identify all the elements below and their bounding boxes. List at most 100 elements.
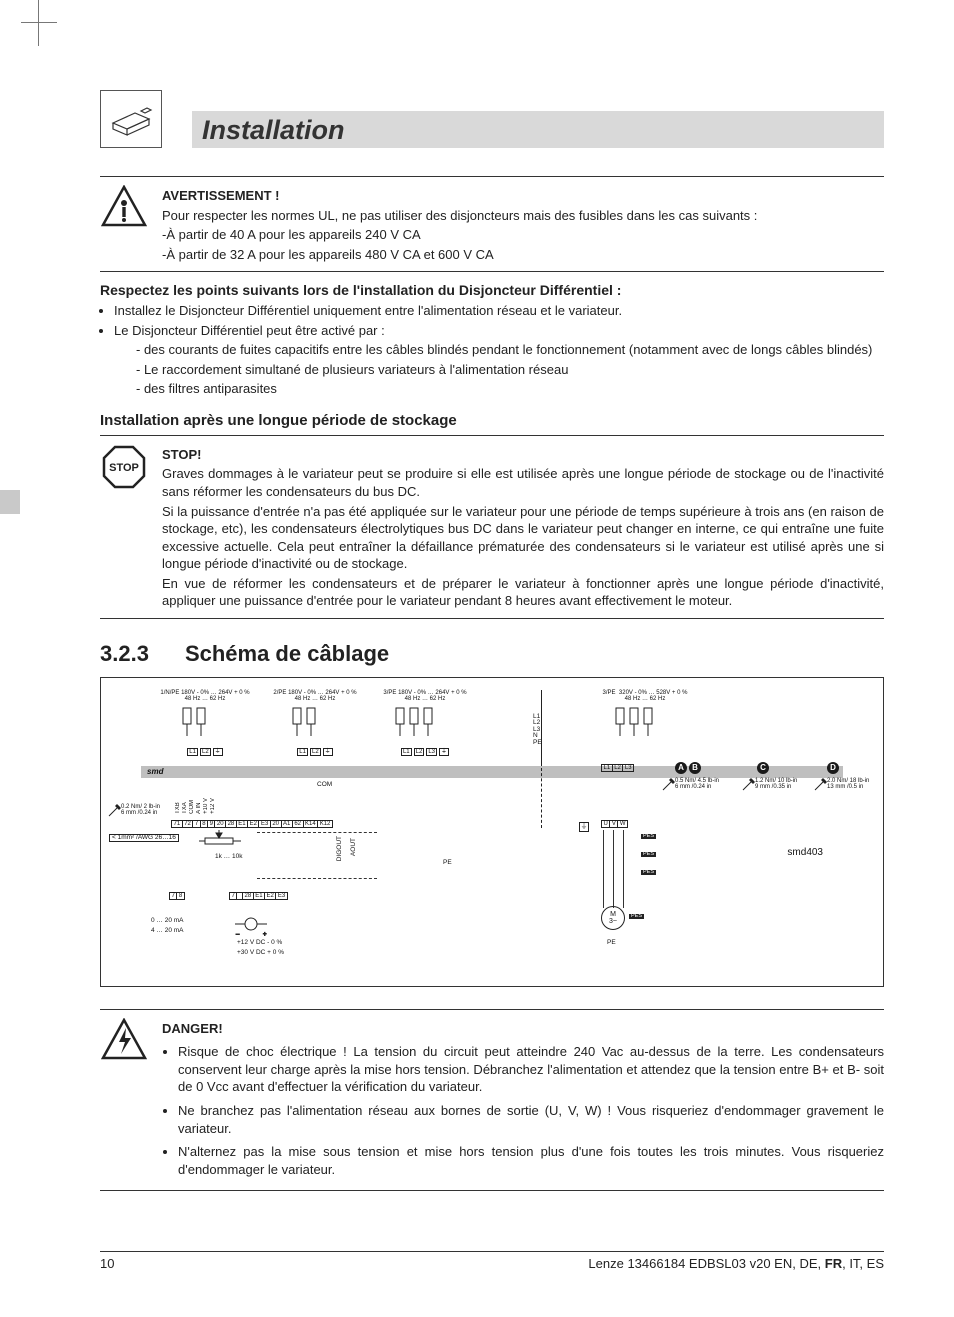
danger-list: Risque de choc électrique ! La tension d… [162, 1043, 884, 1178]
fuse-icon [175, 702, 235, 746]
footer-doc-text: Lenze 13466184 EDBSL03 v20 EN, DE, [588, 1256, 824, 1271]
mark-d: D [827, 762, 839, 774]
respect-item: Installez le Disjoncteur Différentiel un… [114, 302, 884, 320]
wiring-diagram: 1/N/PE 180V - 0% … 264V + 0 % 48 Hz … 62… [100, 677, 884, 987]
stop-p1: Graves dommages à le variateur peut se p… [162, 465, 884, 500]
danger-item: N'alternez pas la mise sous tension et m… [178, 1143, 884, 1178]
respect-list: Installez le Disjoncteur Différentiel un… [114, 302, 884, 398]
warning-icon [100, 185, 148, 265]
digout-label: DIGOUT [337, 836, 344, 861]
respect-item-text: Le Disjoncteur Différentiel peut être ac… [114, 323, 385, 338]
input-hd: 1/N/PE 180V - 0% … 264V + 0 % 48 Hz … 62… [155, 690, 255, 702]
tn: 28 [243, 893, 254, 899]
footer-doc: Lenze 13466184 EDBSL03 v20 EN, DE, FR, I… [588, 1256, 884, 1271]
dash [257, 878, 377, 879]
tn: E3 [276, 893, 286, 899]
mark-a: A [675, 762, 687, 774]
v2: +30 V DC + 0 % [237, 950, 284, 957]
fuse-icon [610, 702, 680, 746]
input-hd: 2/PE 180V - 0% … 264V + 0 % 48 Hz … 62 H… [265, 690, 365, 702]
footer-tail: , IT, ES [842, 1256, 884, 1271]
motor-symbol: M 3~ [601, 906, 625, 930]
com-label: COM [317, 782, 332, 789]
respect-subitem: des filtres antiparasites [136, 380, 884, 398]
smd403-label: smd403 [787, 848, 823, 858]
wire [623, 830, 624, 908]
respect-heading: Respectez les points suivants lors de l'… [100, 282, 884, 298]
torque-left-text: 0.2 Nm/ 2 lb-in 6 mm /0.24 in [121, 804, 160, 816]
term: L3 [623, 765, 633, 771]
awg-label: < 1mm² /AWG 26…16 [109, 834, 179, 843]
tn: U [602, 821, 610, 827]
torque-c: 1.2 Nm/ 10 lb-in 9 mm /0.35 in [741, 778, 819, 792]
tn: 9 [208, 821, 215, 827]
title-icon [100, 90, 162, 148]
stop-block: STOP STOP! Graves dommages à le variateu… [100, 444, 884, 612]
input-col-2: 2/PE 180V - 0% … 264V + 0 % 48 Hz … 62 H… [265, 690, 365, 756]
input-hd: 3/PE 320V - 0% … 528V + 0 % 48 Hz … 62 H… [585, 690, 705, 702]
tn: E2 [265, 893, 276, 899]
tn: 7 [193, 821, 200, 827]
respect-subitem: des courants de fuites capacitifs entre … [136, 341, 884, 359]
title-bar: Installation [192, 111, 884, 148]
stop-heading: STOP! [162, 446, 884, 464]
term: L2 [613, 765, 624, 771]
stop-p3: En vue de réformer les condensateurs et … [162, 575, 884, 610]
uvw-terms: U V W [601, 820, 628, 828]
stop-p2: Si la puissance d'entrée n'a pas été app… [162, 503, 884, 573]
footer-lang: FR [825, 1256, 842, 1271]
pes-label: PES [629, 914, 644, 920]
v1: +12 V DC - 0 % [237, 940, 282, 947]
tn: E1 [237, 821, 248, 827]
danger-heading: DANGER! [162, 1020, 884, 1038]
avert-heading: AVERTISSEMENT ! [162, 187, 884, 205]
term: L3 [426, 748, 437, 756]
torque-left: 0.2 Nm/ 2 lb-in 6 mm /0.24 in [107, 804, 171, 818]
term: L1 [401, 748, 412, 756]
tn: 72 [183, 821, 194, 827]
ma1: 0 … 20 mA [151, 918, 184, 925]
term-labels: TXB TXA COM A IN +10 V +12 V [175, 798, 216, 814]
smd-label: smd [147, 768, 163, 776]
torque-d: 2.0 Nm/ 18 lb-in 13 mm /0.5 in [813, 778, 884, 792]
term-label: TXA [182, 798, 188, 814]
tn: 8 [177, 893, 183, 899]
divider [100, 1009, 884, 1010]
tn: E3 [259, 821, 270, 827]
divider [100, 618, 884, 619]
sep [541, 690, 542, 766]
tn: 8 [201, 821, 208, 827]
screwdriver-icon [813, 778, 827, 792]
supply-icon: –+ [231, 914, 271, 938]
screwdriver-icon [661, 778, 675, 792]
term: L1 [187, 748, 198, 756]
pe-icon: ⏚ [439, 748, 449, 756]
section-3-2-3: 3.2.3 Schéma de câblage [100, 641, 884, 667]
respect-item: Le Disjoncteur Différentiel peut être ac… [114, 322, 884, 398]
section-title: Schéma de câblage [185, 641, 389, 667]
divider [100, 435, 884, 436]
pe-icon: ⏚ [323, 748, 333, 756]
pe-icon: ⏚ [579, 822, 589, 832]
term-label: A IN [196, 798, 202, 814]
tn: 7 [230, 893, 237, 899]
book-icon [107, 97, 155, 141]
respect-subitem: Le raccordement simultané de plusieurs v… [136, 361, 884, 379]
term-label: +10 V [203, 798, 209, 814]
footer: 10 Lenze 13466184 EDBSL03 v20 EN, DE, FR… [100, 1251, 884, 1271]
tn: 62 [293, 821, 304, 827]
pe-label: PE [607, 940, 616, 947]
ma2: 4 … 20 mA [151, 928, 184, 935]
tn: A1 [282, 821, 293, 827]
term: L2 [310, 748, 321, 756]
wire [603, 830, 604, 908]
sep [541, 768, 542, 828]
section-number: 3.2.3 [100, 641, 149, 667]
crop-mark [38, 0, 57, 46]
pes-label: PES [641, 852, 656, 858]
input-col-1: 1/N/PE 180V - 0% … 264V + 0 % 48 Hz … 62… [155, 690, 255, 756]
lower-mid-terms: 7 28 E1 E2 E3 [229, 892, 288, 900]
tn: K12 [318, 821, 332, 827]
avert-line2: -À partir de 40 A pour les appareils 240… [162, 226, 884, 244]
divider [100, 271, 884, 272]
